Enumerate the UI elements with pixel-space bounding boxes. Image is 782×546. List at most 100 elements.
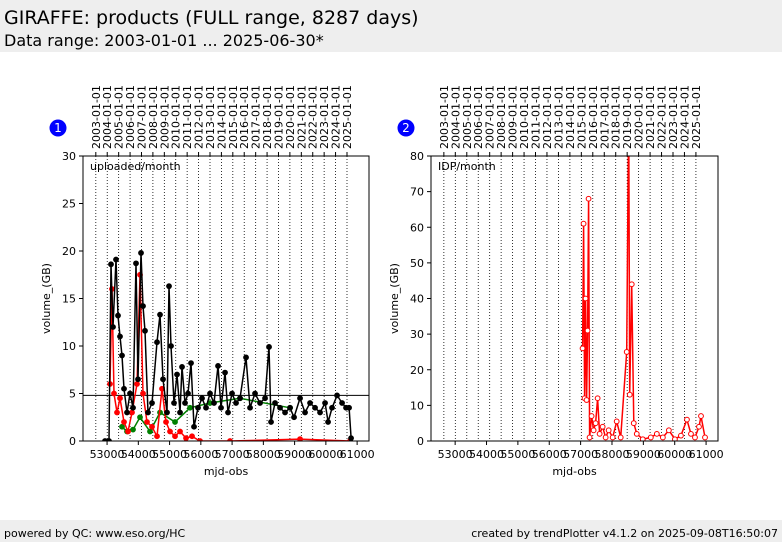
x2-tick-label: 2006-01-01 — [472, 85, 485, 149]
data-point — [119, 423, 125, 430]
data-point — [592, 420, 599, 427]
data-point — [243, 354, 249, 361]
x2-tick-label: 2017-01-01 — [250, 85, 263, 149]
plot-frame — [430, 155, 719, 442]
data-point — [583, 397, 590, 403]
data-point — [134, 381, 140, 387]
data-point — [110, 324, 116, 330]
data-point — [174, 371, 180, 378]
data-point — [586, 434, 593, 441]
x2-tick-label: 2022-01-01 — [656, 85, 669, 149]
x-tick-label: 60000 — [308, 448, 343, 461]
data-point — [339, 400, 345, 406]
data-point — [633, 430, 640, 437]
x2-tick-label: 2014-01-01 — [564, 85, 577, 149]
data-point — [297, 436, 303, 441]
data-point — [672, 436, 678, 441]
data-point — [125, 428, 131, 435]
x-tick-label: 56000 — [532, 448, 567, 461]
data-point — [596, 430, 603, 437]
data-point — [111, 390, 117, 397]
x-tick-label: 54000 — [469, 448, 504, 461]
x2-tick-label: 2009-01-01 — [158, 85, 171, 149]
data-point — [688, 430, 694, 437]
panel-badge — [397, 119, 415, 137]
footer-right: created by trendPlotter v4.1.2 on 2025-0… — [471, 527, 778, 540]
x2-tick-label: 2020-01-01 — [633, 85, 646, 149]
x2-tick-label: 2024-01-01 — [330, 85, 343, 149]
data-point — [121, 419, 127, 425]
header-band — [0, 0, 782, 52]
x2-tick-label: 2011-01-01 — [530, 85, 543, 149]
data-point — [665, 427, 672, 434]
x-tick-label: 53000 — [438, 448, 473, 461]
data-point — [163, 419, 169, 425]
x2-tick-label: 2025-01-01 — [341, 85, 354, 149]
x2-tick-label: 2009-01-01 — [507, 85, 520, 149]
x2-tick-label: 2022-01-01 — [307, 85, 320, 149]
x2-tick-label: 2025-01-01 — [690, 85, 703, 149]
data-point — [584, 327, 591, 334]
panel-number: 1 — [54, 121, 62, 135]
series-line — [581, 156, 706, 441]
footer-band — [0, 520, 782, 542]
data-point — [237, 395, 243, 402]
data-point — [653, 430, 660, 437]
data-point — [257, 400, 263, 406]
y-tick-label: 30 — [410, 328, 424, 341]
x2-tick-label: 2006-01-01 — [124, 85, 137, 149]
data-point — [129, 409, 135, 416]
x-tick-label: 54000 — [121, 448, 156, 461]
data-point — [183, 435, 189, 441]
y-tick-label: 5 — [69, 388, 76, 401]
data-point — [135, 376, 141, 383]
data-point — [145, 409, 151, 416]
data-point — [605, 427, 612, 434]
panel-annotation: uploaded/month — [90, 160, 181, 173]
x2-tick-label: 2010-01-01 — [170, 85, 183, 149]
data-point — [121, 385, 127, 392]
data-point — [266, 344, 272, 350]
data-point — [684, 416, 690, 423]
data-point — [630, 420, 637, 427]
x2-tick-label: 2007-01-01 — [135, 85, 148, 149]
data-point — [177, 409, 183, 416]
panel-number: 2 — [402, 121, 410, 135]
data-point — [659, 434, 666, 441]
data-point — [334, 392, 340, 399]
y-tick-label: 50 — [410, 257, 424, 270]
x2-tick-label: 2024-01-01 — [678, 85, 691, 149]
x-tick-label: 53000 — [90, 448, 125, 461]
data-point — [233, 400, 239, 406]
data-point — [172, 433, 178, 440]
data-point — [154, 433, 160, 440]
x2-tick-label: 2007-01-01 — [484, 85, 497, 149]
data-point — [609, 434, 616, 441]
data-point — [195, 404, 201, 411]
data-point — [124, 409, 130, 416]
data-point — [187, 404, 193, 411]
data-point — [157, 311, 163, 318]
y-axis-label: volume_(GB) — [388, 263, 401, 334]
data-point — [626, 391, 633, 398]
x2-tick-label: 2005-01-01 — [461, 85, 474, 149]
data-point — [302, 409, 308, 416]
data-point — [197, 438, 203, 441]
data-point — [329, 404, 335, 411]
y-tick-label: 0 — [69, 435, 76, 448]
data-point — [317, 409, 323, 416]
data-point — [167, 428, 173, 435]
x2-tick-label: 2016-01-01 — [587, 85, 600, 149]
data-point — [154, 339, 160, 346]
data-point — [297, 395, 303, 402]
data-point — [623, 349, 630, 355]
x2-tick-label: 2005-01-01 — [113, 85, 126, 149]
data-point — [647, 434, 654, 441]
y-tick-label: 40 — [410, 293, 424, 306]
x-tick-label: 55000 — [500, 448, 535, 461]
x2-tick-label: 2003-01-01 — [438, 85, 451, 149]
x2-tick-label: 2012-01-01 — [193, 85, 206, 149]
data-point — [227, 438, 233, 441]
x2-tick-label: 2008-01-01 — [495, 85, 508, 149]
